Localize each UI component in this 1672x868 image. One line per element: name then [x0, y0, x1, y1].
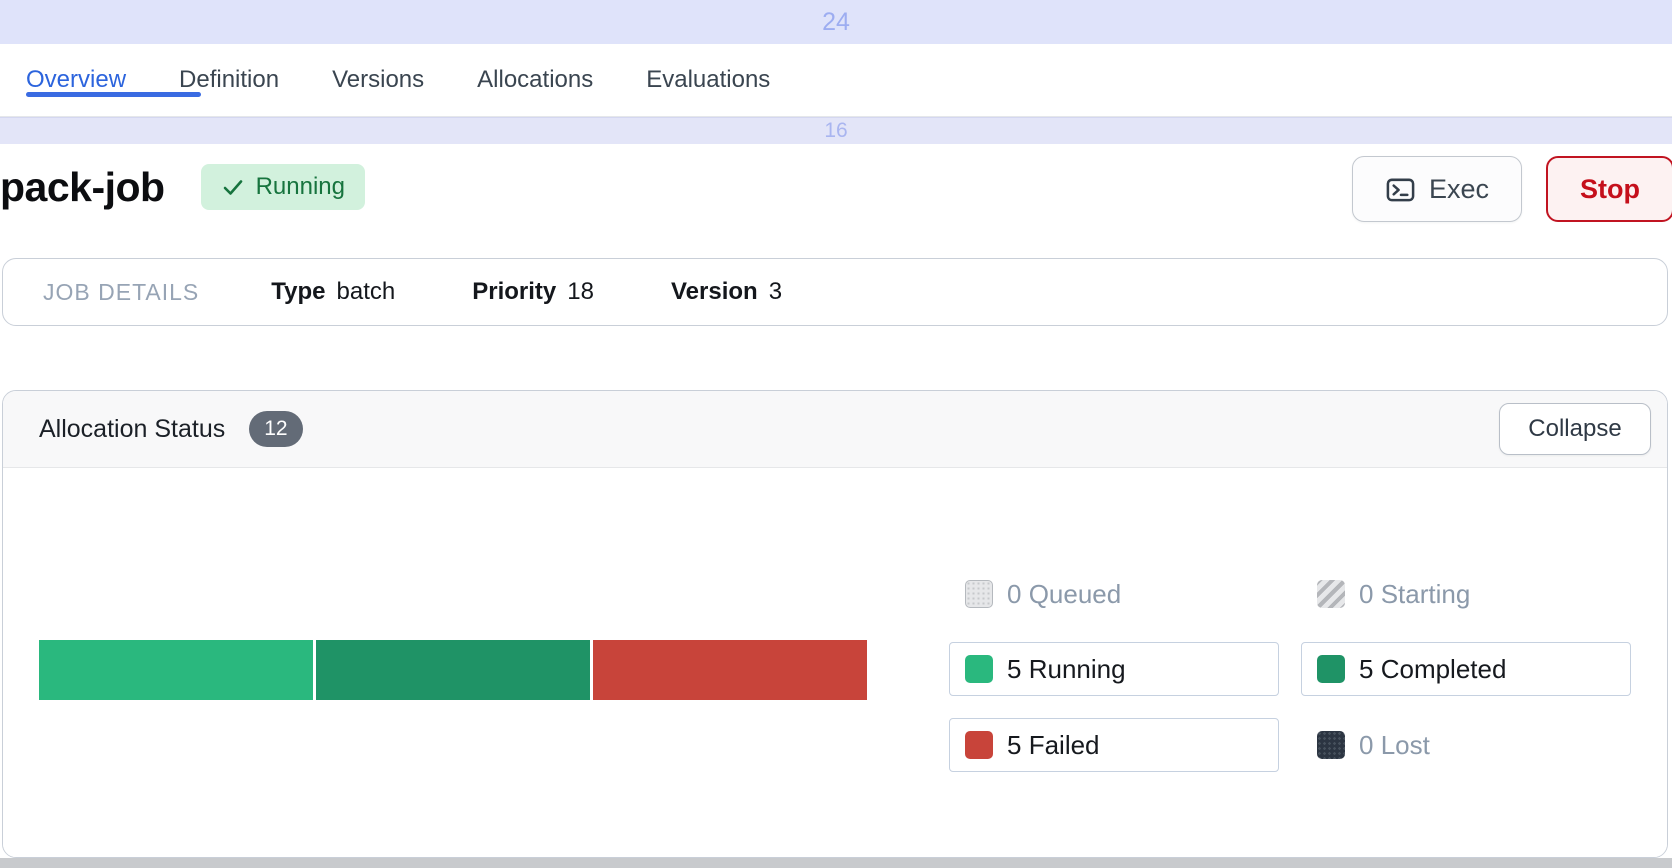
page-header: pack-job Running Exec Stop	[0, 144, 1672, 230]
legend-item-queued: 0 Queued	[965, 577, 1121, 611]
legend-item-completed[interactable]: 5 Completed	[1301, 642, 1631, 696]
allocation-status-title: Allocation Status	[39, 414, 226, 443]
legend-completed-label: 5 Completed	[1359, 653, 1507, 684]
spacing-overlay-bottom: 16	[0, 117, 1672, 144]
priority-label: Priority	[472, 278, 557, 305]
queued-swatch-icon	[965, 580, 993, 608]
tab-evaluations[interactable]: Evaluations	[646, 66, 771, 93]
tab-allocations[interactable]: Allocations	[477, 66, 594, 93]
exec-button[interactable]: Exec	[1352, 156, 1522, 222]
check-icon	[221, 175, 245, 199]
job-detail-type: Type batch	[271, 278, 395, 306]
tab-definition[interactable]: Definition	[179, 66, 280, 93]
job-details-panel: JOB DETAILS Type batch Priority 18 Versi…	[2, 258, 1668, 326]
legend-item-running[interactable]: 5 Running	[949, 642, 1279, 696]
legend-failed-label: 5 Failed	[1007, 729, 1100, 760]
tab-overview-label: Overview	[26, 66, 127, 93]
bar-segment-running	[39, 640, 313, 700]
page-title: pack-job	[0, 163, 165, 210]
type-label: Type	[271, 278, 326, 305]
stop-button[interactable]: Stop	[1546, 156, 1672, 222]
legend-queued-label: 0 Queued	[1007, 578, 1122, 609]
job-tabs: Overview Definition Versions Allocations…	[0, 44, 1672, 117]
legend-lost-label: 0 Lost	[1359, 729, 1430, 760]
spacing-overlay-top: 24	[0, 0, 1672, 44]
spacing-value-bottom: 16	[824, 119, 848, 142]
status-badge: Running	[200, 164, 365, 210]
version-label: Version	[670, 278, 758, 305]
page-bottom-edge	[0, 858, 1672, 868]
terminal-icon	[1385, 174, 1416, 205]
allocation-count-badge: 12	[249, 411, 303, 447]
completed-swatch-icon	[1317, 655, 1345, 683]
legend-item-lost: 0 Lost	[1317, 728, 1430, 762]
job-details-heading: JOB DETAILS	[43, 278, 200, 305]
job-detail-priority: Priority 18	[472, 278, 594, 306]
tab-overview[interactable]: Overview	[26, 66, 201, 97]
allocation-bar-chart	[39, 640, 867, 700]
job-detail-version: Version 3	[671, 278, 782, 306]
bar-segment-completed	[316, 640, 590, 700]
allocation-chart-area: 0 Queued 0 Starting 5 Running 5 Complete…	[3, 468, 1667, 857]
tab-versions[interactable]: Versions	[332, 66, 425, 93]
collapse-button[interactable]: Collapse	[1499, 403, 1651, 455]
starting-swatch-icon	[1317, 580, 1345, 608]
status-badge-label: Running	[255, 173, 345, 200]
allocation-status-header: Allocation Status 12 Collapse	[3, 391, 1667, 468]
version-value: 3	[768, 278, 783, 305]
failed-swatch-icon	[965, 731, 993, 759]
running-swatch-icon	[965, 655, 993, 683]
spacing-value-top: 24	[822, 8, 850, 36]
type-value: batch	[336, 278, 396, 305]
legend-item-starting: 0 Starting	[1317, 577, 1470, 611]
lost-swatch-icon	[1317, 731, 1345, 759]
legend-starting-label: 0 Starting	[1359, 578, 1471, 609]
active-tab-indicator	[26, 92, 201, 97]
exec-button-label: Exec	[1428, 173, 1490, 204]
priority-value: 18	[567, 278, 594, 305]
allocation-status-panel: Allocation Status 12 Collapse 0 Queued 0…	[2, 390, 1668, 858]
bar-segment-failed	[593, 640, 867, 700]
stop-button-label: Stop	[1580, 173, 1640, 204]
legend-running-label: 5 Running	[1007, 653, 1126, 684]
legend-item-failed[interactable]: 5 Failed	[949, 718, 1279, 772]
